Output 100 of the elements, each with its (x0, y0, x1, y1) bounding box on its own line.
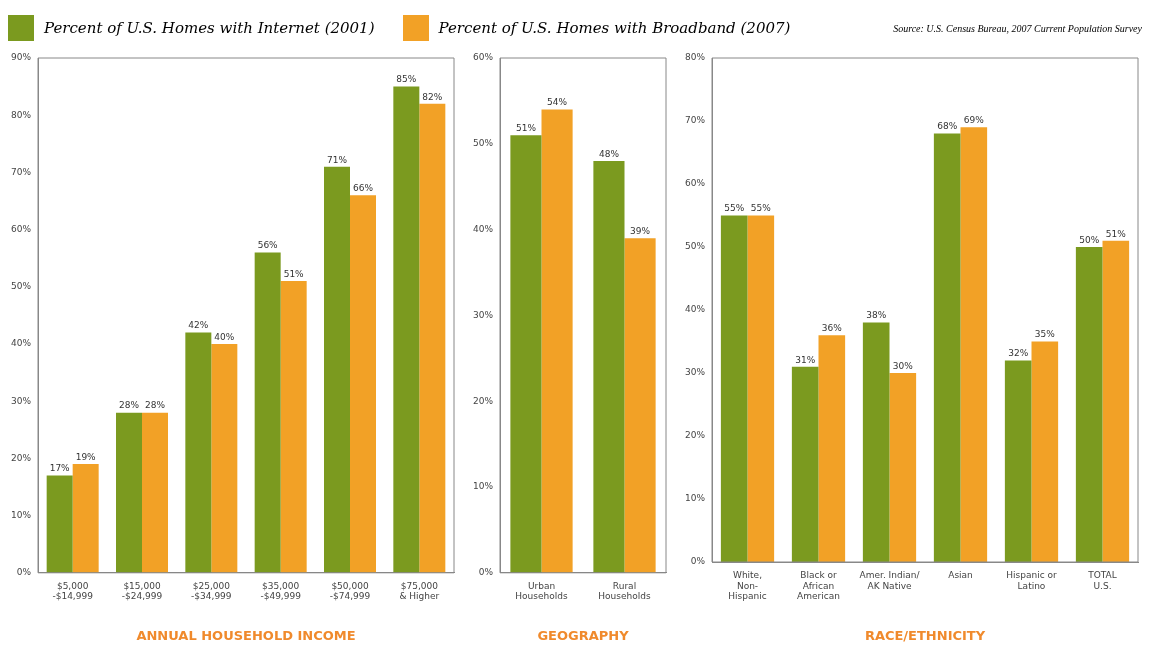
data-label: 85% (396, 74, 417, 85)
data-label: 30% (892, 360, 914, 371)
x-tick-label: $50,000 -$74,999 (329, 580, 371, 602)
x-tick-label: $15,000 -$24,999 (121, 580, 163, 602)
x-tick-label: Black or African American (797, 569, 840, 602)
x-tick-label: White, Non- Hispanic (728, 569, 767, 602)
bar (254, 252, 281, 573)
data-label: 50% (1079, 234, 1100, 245)
bar (419, 103, 446, 573)
x-tick-label: Asian (948, 569, 973, 580)
bar (324, 166, 350, 573)
legend-label: Percent of U.S. Homes with Broadband (2007) (438, 19, 791, 37)
data-label: 54% (547, 97, 568, 108)
bar (1004, 360, 1032, 562)
data-label: 51% (283, 268, 305, 279)
bar (185, 332, 212, 573)
x-tick-label: $25,000 -$34,999 (191, 580, 232, 602)
bar (510, 135, 542, 573)
bar (541, 109, 573, 573)
data-label: 28% (144, 400, 166, 411)
y-tick-label: 10% (684, 493, 706, 504)
y-tick-label: 0% (690, 556, 706, 567)
data-label: 35% (1034, 329, 1056, 340)
bar (393, 86, 420, 573)
x-tick-label: Hispanic or Latino (1006, 569, 1057, 591)
bar (1075, 247, 1103, 562)
bar (1031, 341, 1059, 562)
bar (747, 215, 775, 562)
bar (593, 160, 625, 573)
x-tick-label: Urban Households (515, 580, 568, 602)
data-label: 39% (630, 226, 651, 237)
data-label: 66% (352, 183, 374, 194)
y-tick-label: 40% (472, 223, 494, 234)
data-label: 55% (750, 203, 772, 214)
bar (720, 215, 748, 562)
bar (862, 322, 890, 562)
y-tick-label: 70% (10, 166, 32, 177)
bar (211, 344, 238, 573)
data-label: 19% (75, 451, 97, 462)
y-tick-label: 70% (684, 115, 706, 126)
y-tick-label: 10% (472, 481, 494, 492)
data-label: 82% (422, 91, 443, 102)
data-label: 55% (724, 203, 745, 214)
data-label: 48% (598, 148, 620, 159)
bar (46, 475, 73, 573)
bar (933, 133, 961, 562)
bar (116, 412, 142, 573)
data-label: 28% (119, 400, 140, 411)
data-label: 68% (937, 121, 958, 132)
data-label: 51% (1105, 228, 1127, 239)
x-tick-label: $75,000 & Higher (399, 580, 440, 602)
y-tick-label: 60% (10, 223, 32, 234)
y-tick-label: 30% (10, 395, 32, 406)
y-tick-label: 80% (684, 52, 706, 63)
y-tick-label: 60% (472, 52, 494, 63)
data-label: 31% (795, 354, 816, 365)
data-label: 38% (866, 310, 887, 321)
y-tick-label: 50% (472, 138, 494, 149)
data-label: 42% (188, 320, 209, 331)
x-axis-title: RACE/ETHNICITY (864, 627, 986, 643)
y-tick-label: 50% (684, 241, 706, 252)
data-label: 51% (515, 123, 537, 134)
y-tick-label: 0% (16, 567, 32, 578)
x-tick-label: $5,000 -$14,999 (52, 580, 94, 602)
y-tick-label: 40% (10, 338, 32, 349)
y-tick-label: 10% (10, 509, 32, 520)
y-tick-label: 60% (684, 178, 706, 189)
bar (624, 238, 656, 573)
bar (280, 281, 307, 573)
y-tick-label: 0% (478, 567, 494, 578)
x-tick-label: Amer. Indian/ AK Native (859, 569, 921, 591)
y-tick-label: 30% (684, 367, 706, 378)
y-tick-label: 80% (10, 109, 32, 120)
data-label: 56% (257, 240, 279, 251)
bar (350, 195, 376, 573)
x-axis-title: ANNUAL HOUSEHOLD INCOME (136, 627, 356, 643)
bar (791, 366, 819, 562)
data-label: 40% (214, 331, 235, 342)
bar (889, 373, 917, 562)
data-label: 71% (326, 154, 348, 165)
y-tick-label: 30% (472, 309, 494, 320)
bar (142, 412, 168, 573)
y-tick-label: 20% (10, 452, 32, 463)
data-label: 36% (821, 323, 843, 334)
bar (1102, 240, 1130, 562)
data-label: 69% (963, 115, 985, 126)
source-note: Source: U.S. Census Bureau, 2007 Current Population Survey (893, 22, 1142, 34)
legend-label: Percent of U.S. Homes with Internet (2001) (44, 19, 375, 37)
y-tick-label: 20% (684, 430, 706, 441)
y-tick-label: 90% (10, 52, 32, 63)
y-tick-label: 40% (684, 304, 706, 315)
bar (72, 464, 99, 573)
bar (818, 335, 846, 562)
y-tick-label: 50% (10, 281, 32, 292)
data-label: 32% (1008, 348, 1029, 359)
x-axis-title: GEOGRAPHY (537, 627, 630, 643)
x-tick-label: Rural Households (598, 580, 651, 602)
x-tick-label: TOTAL U.S. (1087, 569, 1117, 591)
y-tick-label: 20% (472, 395, 494, 406)
bar (960, 127, 988, 562)
